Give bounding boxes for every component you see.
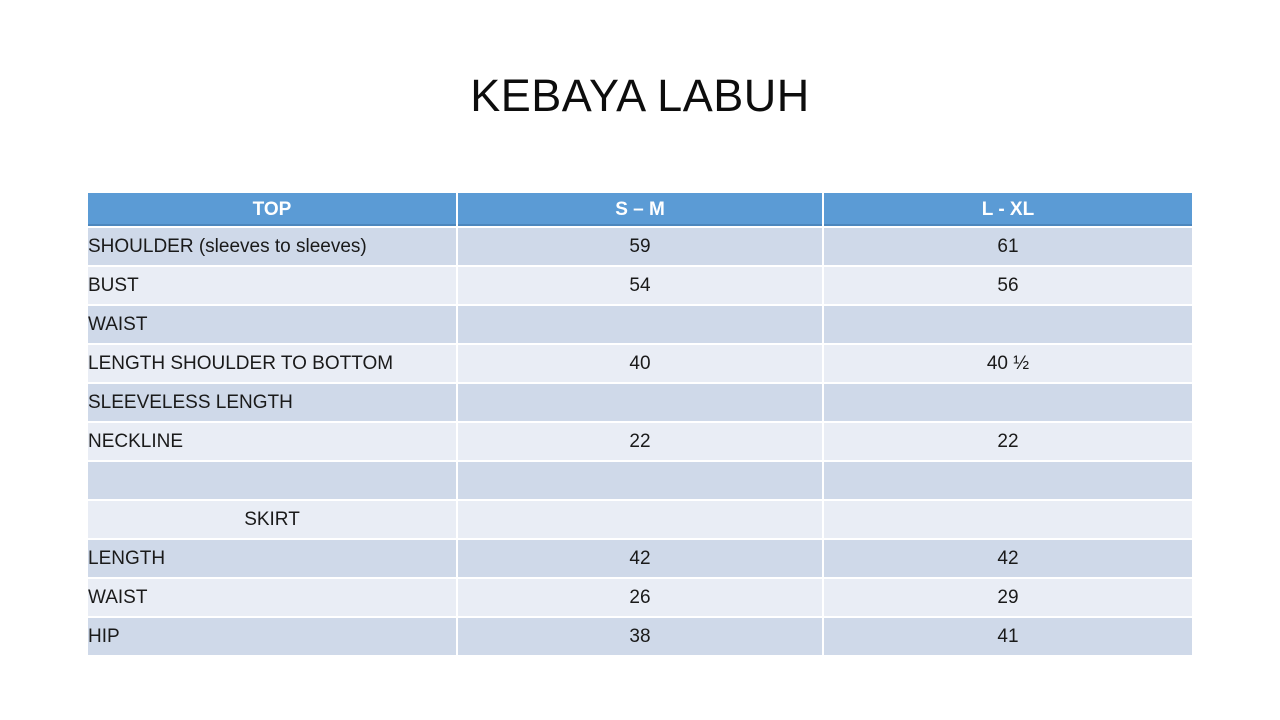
lxl-value: 29 bbox=[824, 579, 1192, 616]
lxl-value: 22 bbox=[824, 423, 1192, 460]
row-label: NECKLINE bbox=[88, 423, 456, 460]
sm-value: 38 bbox=[458, 618, 822, 655]
sm-value bbox=[458, 462, 822, 499]
page-title: KEBAYA LABUH bbox=[470, 70, 810, 121]
sm-value bbox=[458, 501, 822, 538]
row-label: HIP bbox=[88, 618, 456, 655]
sm-value: 40 bbox=[458, 345, 822, 382]
row-label: BUST bbox=[88, 267, 456, 304]
table-row: SLEEVELESS LENGTH bbox=[88, 384, 1192, 421]
lxl-value bbox=[824, 306, 1192, 343]
column-header-s-m: S – M bbox=[458, 193, 822, 226]
size-chart-table: TOP S – M L - XL SHOULDER (sleeves to sl… bbox=[86, 191, 1194, 657]
lxl-value bbox=[824, 501, 1192, 538]
lxl-value: 56 bbox=[824, 267, 1192, 304]
row-label: WAIST bbox=[88, 579, 456, 616]
sm-value: 59 bbox=[458, 228, 822, 265]
sm-value: 42 bbox=[458, 540, 822, 577]
table-row: BUST 54 56 bbox=[88, 267, 1192, 304]
row-label: LENGTH bbox=[88, 540, 456, 577]
row-label: WAIST bbox=[88, 306, 456, 343]
section-label: SKIRT bbox=[88, 501, 456, 538]
table-row: WAIST 26 29 bbox=[88, 579, 1192, 616]
table-header-row: TOP S – M L - XL bbox=[88, 193, 1192, 226]
sm-value bbox=[458, 384, 822, 421]
row-label: LENGTH SHOULDER TO BOTTOM bbox=[88, 345, 456, 382]
column-header-l-xl: L - XL bbox=[824, 193, 1192, 226]
sm-value: 22 bbox=[458, 423, 822, 460]
table-row: HIP 38 41 bbox=[88, 618, 1192, 655]
table-row: LENGTH 42 42 bbox=[88, 540, 1192, 577]
table-row: LENGTH SHOULDER TO BOTTOM 40 40 ½ bbox=[88, 345, 1192, 382]
column-header-top: TOP bbox=[88, 193, 456, 226]
lxl-value: 61 bbox=[824, 228, 1192, 265]
table-row-spacer bbox=[88, 462, 1192, 499]
lxl-value bbox=[824, 462, 1192, 499]
lxl-value: 41 bbox=[824, 618, 1192, 655]
lxl-value: 42 bbox=[824, 540, 1192, 577]
table-row: WAIST bbox=[88, 306, 1192, 343]
row-label: SHOULDER (sleeves to sleeves) bbox=[88, 228, 456, 265]
sm-value bbox=[458, 306, 822, 343]
table-row: NECKLINE 22 22 bbox=[88, 423, 1192, 460]
row-label bbox=[88, 462, 456, 499]
sm-value: 54 bbox=[458, 267, 822, 304]
table-row-skirt-section: SKIRT bbox=[88, 501, 1192, 538]
row-label: SLEEVELESS LENGTH bbox=[88, 384, 456, 421]
lxl-value: 40 ½ bbox=[824, 345, 1192, 382]
sm-value: 26 bbox=[458, 579, 822, 616]
lxl-value bbox=[824, 384, 1192, 421]
table-row: SHOULDER (sleeves to sleeves) 59 61 bbox=[88, 228, 1192, 265]
